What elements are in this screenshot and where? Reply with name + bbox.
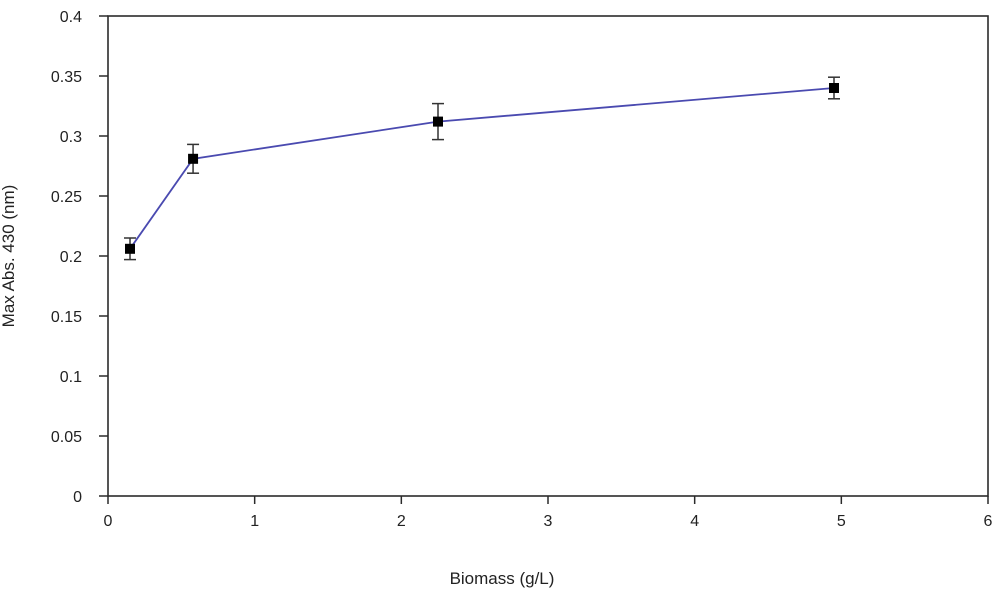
data-point xyxy=(188,153,199,164)
x-tick-label: 2 xyxy=(397,513,406,530)
x-axis-label: Biomass (g/L) xyxy=(450,569,555,588)
y-tick-label: 0.35 xyxy=(51,69,82,86)
y-tick-label: 0.15 xyxy=(51,309,82,326)
y-tick-label: 0.4 xyxy=(60,9,82,26)
y-tick-label: 0.1 xyxy=(60,369,82,386)
series-line xyxy=(129,87,835,250)
y-axis-label: Max Abs. 430 (nm) xyxy=(0,185,18,328)
y-axis-ticks: 0 0.05 0.1 0.15 0.2 0.25 0.3 0.35 0.4 xyxy=(51,9,108,506)
y-tick-label: 0.2 xyxy=(60,249,82,266)
x-tick-label: 5 xyxy=(837,513,846,530)
plot-frame xyxy=(107,15,989,497)
y-tick-label: 0.3 xyxy=(60,129,82,146)
x-tick-label: 6 xyxy=(984,513,993,530)
x-tick-label: 4 xyxy=(690,513,699,530)
y-tick-label: 0.25 xyxy=(51,189,82,206)
series-layer xyxy=(124,76,840,261)
data-point xyxy=(433,116,443,127)
x-tick-label: 0 xyxy=(104,513,113,530)
x-axis-ticks: 0 1 2 3 4 5 6 xyxy=(104,496,993,530)
y-tick-label: 0.05 xyxy=(51,429,82,446)
x-tick-label: 3 xyxy=(544,513,553,530)
x-tick-label: 1 xyxy=(250,513,259,530)
data-point xyxy=(829,83,839,93)
y-tick-label: 0 xyxy=(73,489,82,506)
data-point xyxy=(125,243,135,254)
